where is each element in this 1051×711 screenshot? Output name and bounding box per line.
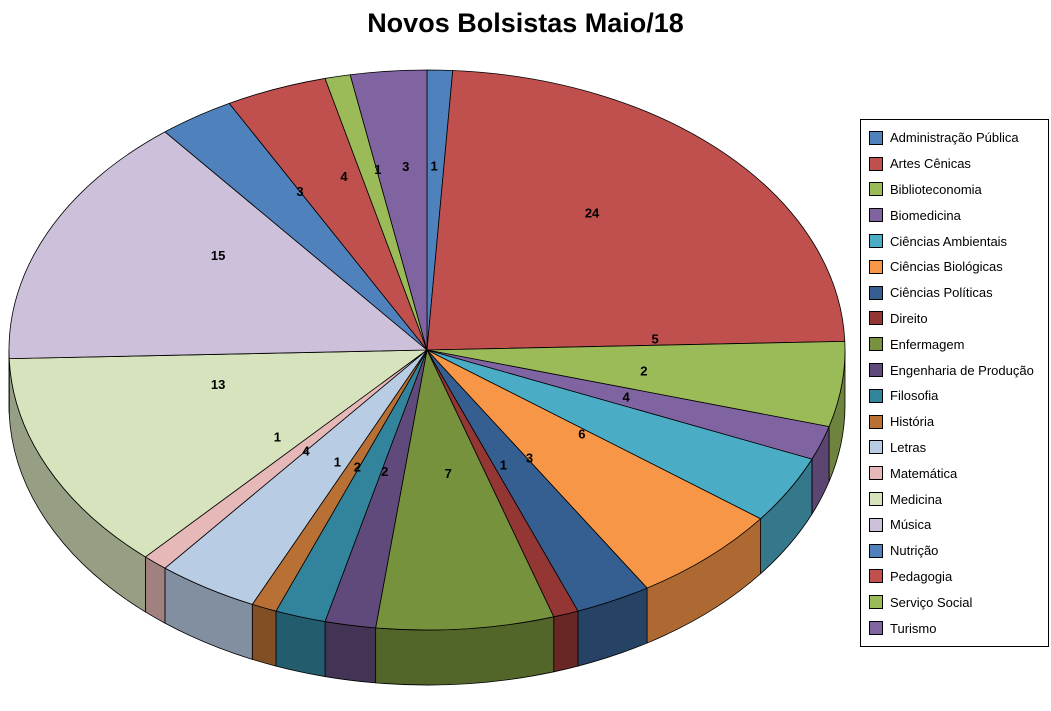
pie-value-label-turismo: 3 [402, 159, 409, 174]
legend-item-ciencias-ambientais: Ciências Ambientais [869, 234, 1046, 249]
legend-label: Administração Pública [890, 130, 1019, 146]
legend-swatch-servico-social [869, 595, 883, 610]
legend-item-ciencias-politicas: Ciências Políticas [869, 285, 1046, 300]
legend-item-letras: Letras [869, 440, 1046, 455]
legend-swatch-biblioteconomia [869, 182, 883, 197]
legend-swatch-ciencias-politicas [869, 285, 883, 300]
legend-label: Biblioteconomia [890, 181, 982, 197]
pie-value-label-ciencias-politicas: 3 [526, 450, 533, 465]
pie-value-label-letras: 4 [302, 443, 310, 458]
legend-label: Matemática [890, 465, 958, 481]
legend-label: Filosofia [890, 388, 939, 404]
pie-value-label-enfermagem: 7 [445, 466, 452, 481]
legend-item-matematica: Matemática [869, 466, 1046, 481]
legend-label: Pedagogia [890, 568, 953, 584]
legend-swatch-artes-cenicas [869, 156, 883, 171]
legend-label: Ciências Ambientais [890, 233, 1008, 249]
pie-value-label-pedagogia: 4 [340, 169, 348, 184]
legend-swatch-ciencias-biologicas [869, 259, 883, 274]
legend-swatch-medicina [869, 492, 883, 507]
pie-slice-side-filosofia [275, 610, 326, 678]
legend-item-turismo: Turismo [869, 621, 1046, 636]
legend-label: Ciências Políticas [890, 285, 993, 301]
legend-swatch-pedagogia [869, 569, 883, 584]
legend-label: Direito [890, 310, 928, 326]
legend-item-direito: Direito [869, 311, 1046, 326]
pie-value-label-filosofia: 2 [354, 459, 361, 474]
pie-slice-side-engenharia-de-producao [324, 621, 377, 684]
chart-title: Novos Bolsistas Maio/18 [367, 8, 684, 38]
legend-swatch-nutricao [869, 543, 883, 558]
legend-label: Letras [890, 439, 927, 455]
legend-item-artes-cenicas: Artes Cênicas [869, 156, 1046, 171]
pie-value-label-ciencias-biologicas: 6 [578, 426, 585, 441]
pie-slice-side-direito [553, 610, 579, 673]
legend-label: Biomedicina [890, 207, 961, 223]
legend-swatch-direito [869, 311, 883, 326]
pie-slice-ciencias-biologicas [426, 349, 761, 589]
legend-swatch-historia [869, 414, 883, 429]
pie-value-label-musica: 15 [211, 248, 225, 263]
pie-value-label-biblioteconomia: 5 [652, 331, 659, 346]
legend-swatch-administracao-publica [869, 130, 883, 145]
pie-value-label-administracao-publica: 1 [430, 159, 437, 174]
legend-item-engenharia-de-producao: Engenharia de Produção [869, 363, 1046, 378]
legend-item-ciencias-biologicas: Ciências Biológicas [869, 259, 1046, 274]
pie-value-label-artes-cenicas: 24 [585, 205, 600, 220]
pie-value-label-historia: 1 [334, 454, 341, 469]
legend-item-enfermagem: Enfermagem [869, 337, 1046, 352]
legend-item-servico-social: Serviço Social [869, 595, 1046, 610]
legend-item-musica: Música [869, 517, 1046, 532]
legend-label: Enfermagem [890, 336, 965, 352]
pie-slice-artes-cenicas [426, 70, 846, 351]
pie-slice-musica [8, 131, 428, 360]
legend-item-administracao-publica: Administração Pública [869, 130, 1046, 145]
legend-swatch-musica [869, 517, 883, 532]
legend-swatch-enfermagem [869, 337, 883, 352]
legend-swatch-letras [869, 440, 883, 455]
legend-label: Serviço Social [890, 594, 973, 610]
pie-value-label-medicina: 13 [211, 377, 225, 392]
pie-slice-turismo [349, 69, 428, 351]
legend-item-filosofia: Filosofia [869, 388, 1046, 403]
pie-slice-side-historia [251, 603, 277, 667]
legend-label: Ciências Biológicas [890, 259, 1003, 275]
legend-item-pedagogia: Pedagogia [869, 569, 1046, 584]
pie-value-label-servico-social: 1 [374, 162, 381, 177]
legend-label: Artes Cênicas [890, 156, 971, 172]
pie-value-label-matematica: 1 [274, 429, 281, 444]
legend-label: Engenharia de Produção [890, 362, 1034, 378]
pie-value-label-ciencias-ambientais: 4 [622, 390, 630, 405]
legend-label: Turismo [890, 620, 937, 636]
pie-value-label-engenharia-de-producao: 2 [381, 464, 388, 479]
legend-item-biblioteconomia: Biblioteconomia [869, 182, 1046, 197]
legend-swatch-filosofia [869, 388, 883, 403]
legend-swatch-engenharia-de-producao [869, 363, 883, 378]
legend-swatch-biomedicina [869, 208, 883, 223]
pie-value-label-biomedicina: 2 [640, 364, 647, 379]
legend-item-medicina: Medicina [869, 492, 1046, 507]
legend-item-nutricao: Nutrição [869, 543, 1046, 558]
legend-swatch-turismo [869, 621, 883, 636]
legend: Administração Pública Artes Cênicas Biblio… [860, 119, 1049, 647]
legend-item-historia: História [869, 414, 1046, 429]
pie-value-label-direito: 1 [500, 458, 507, 473]
legend-label: Música [890, 517, 932, 533]
legend-item-biomedicina: Biomedicina [869, 208, 1046, 223]
pie-slice-medicina [8, 349, 428, 558]
legend-label: Nutrição [890, 543, 939, 559]
pie-slice-enfermagem [375, 349, 555, 631]
legend-swatch-ciencias-ambientais [869, 234, 883, 249]
legend-label: Medicina [890, 491, 943, 507]
pie-value-label-nutricao: 3 [296, 184, 303, 199]
legend-label: História [890, 414, 935, 430]
legend-swatch-matematica [869, 466, 883, 481]
